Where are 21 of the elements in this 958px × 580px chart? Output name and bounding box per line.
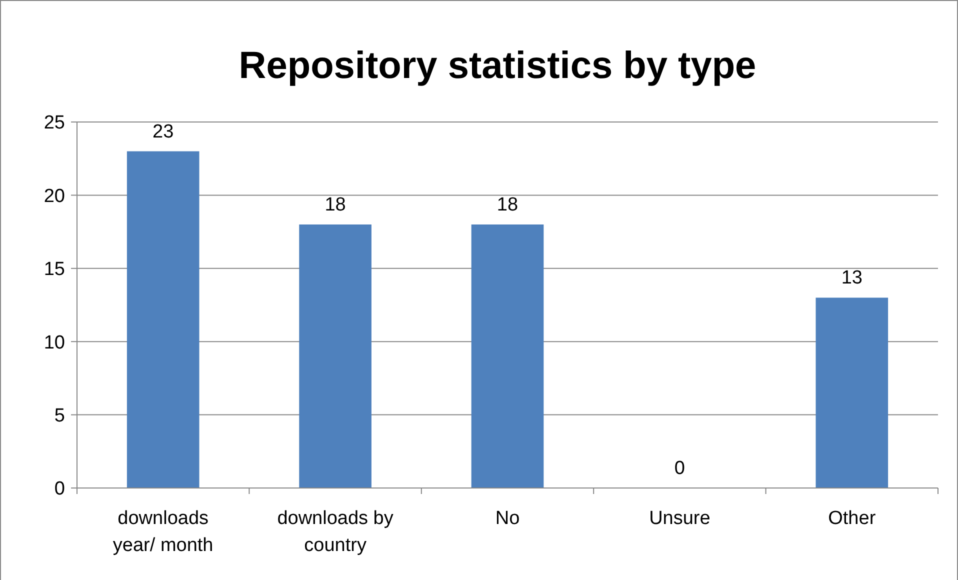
y-tick-label: 5 <box>54 405 65 426</box>
data-label: 18 <box>496 194 518 216</box>
x-tick-label: downloads year/ month <box>112 508 214 556</box>
y-tick-label: 15 <box>44 259 65 280</box>
data-label: 18 <box>324 194 346 216</box>
data-label: 23 <box>152 121 174 142</box>
chart-title: Repository statistics by type <box>238 45 756 87</box>
bar <box>471 224 544 488</box>
y-tick-label: 0 <box>54 478 65 500</box>
x-tick-label: Unsure <box>649 508 710 529</box>
y-tick-label: 10 <box>44 332 65 354</box>
y-tick-label: 25 <box>44 112 65 134</box>
x-tick-label: downloads by country <box>277 508 394 556</box>
bar <box>126 151 200 488</box>
bar <box>816 298 888 488</box>
x-tick-label: No <box>495 508 520 529</box>
y-tick-label: 20 <box>44 186 65 207</box>
x-tick-label: Other <box>828 508 876 529</box>
bar <box>299 224 372 488</box>
data-label: 13 <box>841 268 862 289</box>
data-label: 0 <box>674 458 685 479</box>
